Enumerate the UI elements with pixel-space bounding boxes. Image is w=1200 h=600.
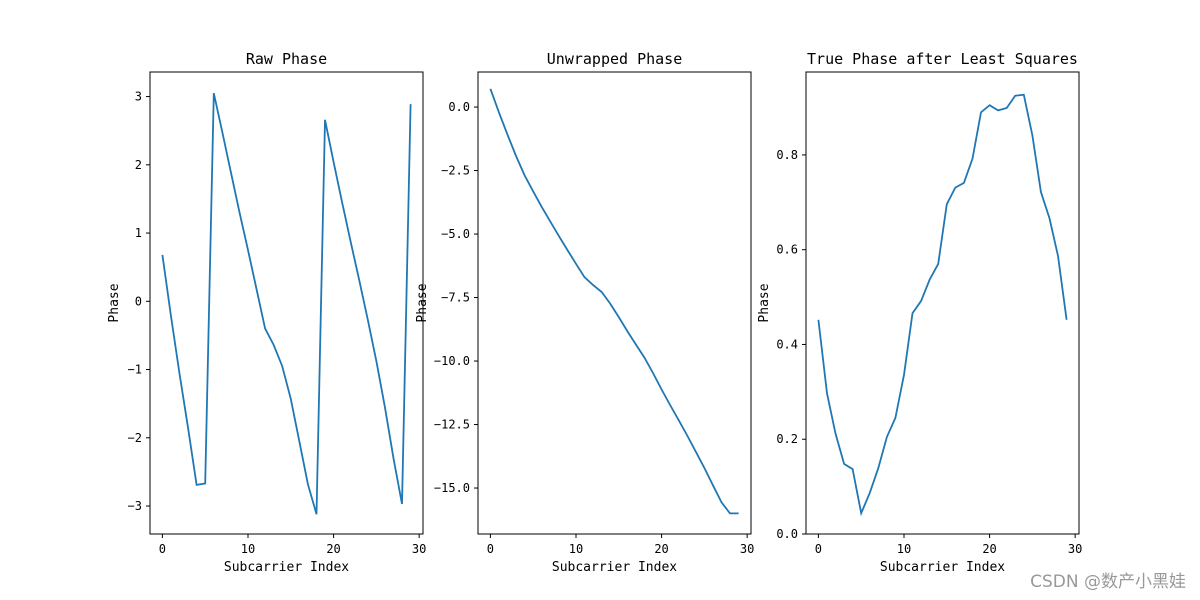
- y-tick-label: 2: [135, 158, 142, 172]
- x-tick-label: 20: [326, 542, 340, 556]
- x-tick-label: 30: [412, 542, 426, 556]
- y-tick-label: 0: [135, 294, 142, 308]
- y-axis-label: Phase: [757, 283, 772, 322]
- x-tick-label: 10: [241, 542, 255, 556]
- x-tick-label: 0: [815, 542, 822, 556]
- y-tick-label: −12.5: [434, 418, 470, 432]
- y-axis-label: Phase: [107, 283, 122, 322]
- x-tick-label: 0: [487, 542, 494, 556]
- y-tick-label: 3: [135, 90, 142, 104]
- x-tick-label: 20: [654, 542, 668, 556]
- y-tick-label: −7.5: [441, 291, 470, 305]
- subplot-title: True Phase after Least Squares: [807, 50, 1078, 68]
- y-tick-label: 0.0: [448, 100, 470, 114]
- watermark: CSDN @数产小黑娃: [1030, 572, 1186, 592]
- y-tick-label: −10.0: [434, 354, 470, 368]
- x-tick-label: 0: [159, 542, 166, 556]
- y-axis-label: Phase: [415, 283, 430, 322]
- y-tick-label: 0.2: [776, 432, 798, 446]
- series-line: [161, 93, 412, 515]
- series-line: [817, 93, 1068, 517]
- x-axis-label: Subcarrier Index: [880, 560, 1005, 575]
- y-tick-label: −2: [128, 431, 142, 445]
- series-line: [489, 88, 739, 515]
- y-tick-label: 0.8: [776, 148, 798, 162]
- y-tick-label: −5.0: [441, 227, 470, 241]
- x-tick-label: 10: [897, 542, 911, 556]
- subplot-unwrapped-phase: Unwrapped Phase 0 10 20 30 0.0 −2.5 −5.0 −7.5 −…: [415, 50, 754, 575]
- plot-frame: [477, 71, 752, 535]
- y-tick-label: 1: [135, 226, 142, 240]
- plot-frame: [805, 71, 1080, 535]
- x-tick-label: 30: [1068, 542, 1082, 556]
- subplot-raw-phase: Raw Phase 0 10 20 30 −3 −2 −1 0 1 2 3 Subcarrier …: [107, 50, 426, 575]
- y-tick-label: 0.6: [776, 243, 798, 257]
- x-axis-label: Subcarrier Index: [552, 560, 677, 575]
- y-tick-label: −1: [128, 363, 142, 377]
- subplot-title: Unwrapped Phase: [547, 50, 682, 68]
- x-tick-label: 30: [740, 542, 754, 556]
- subplot-true-phase: True Phase after Least Squares 0 10 20 30 0…: [757, 50, 1082, 575]
- x-axis-label: Subcarrier Index: [224, 560, 349, 575]
- x-tick-label: 10: [569, 542, 583, 556]
- subplot-title: Raw Phase: [246, 50, 327, 68]
- plot-frame: [149, 71, 424, 535]
- y-tick-label: 0.0: [776, 527, 798, 541]
- y-tick-label: −3: [128, 499, 142, 513]
- y-tick-label: 0.4: [776, 337, 798, 351]
- y-tick-label: −2.5: [441, 164, 470, 178]
- x-tick-label: 20: [982, 542, 996, 556]
- y-tick-label: −15.0: [434, 481, 470, 495]
